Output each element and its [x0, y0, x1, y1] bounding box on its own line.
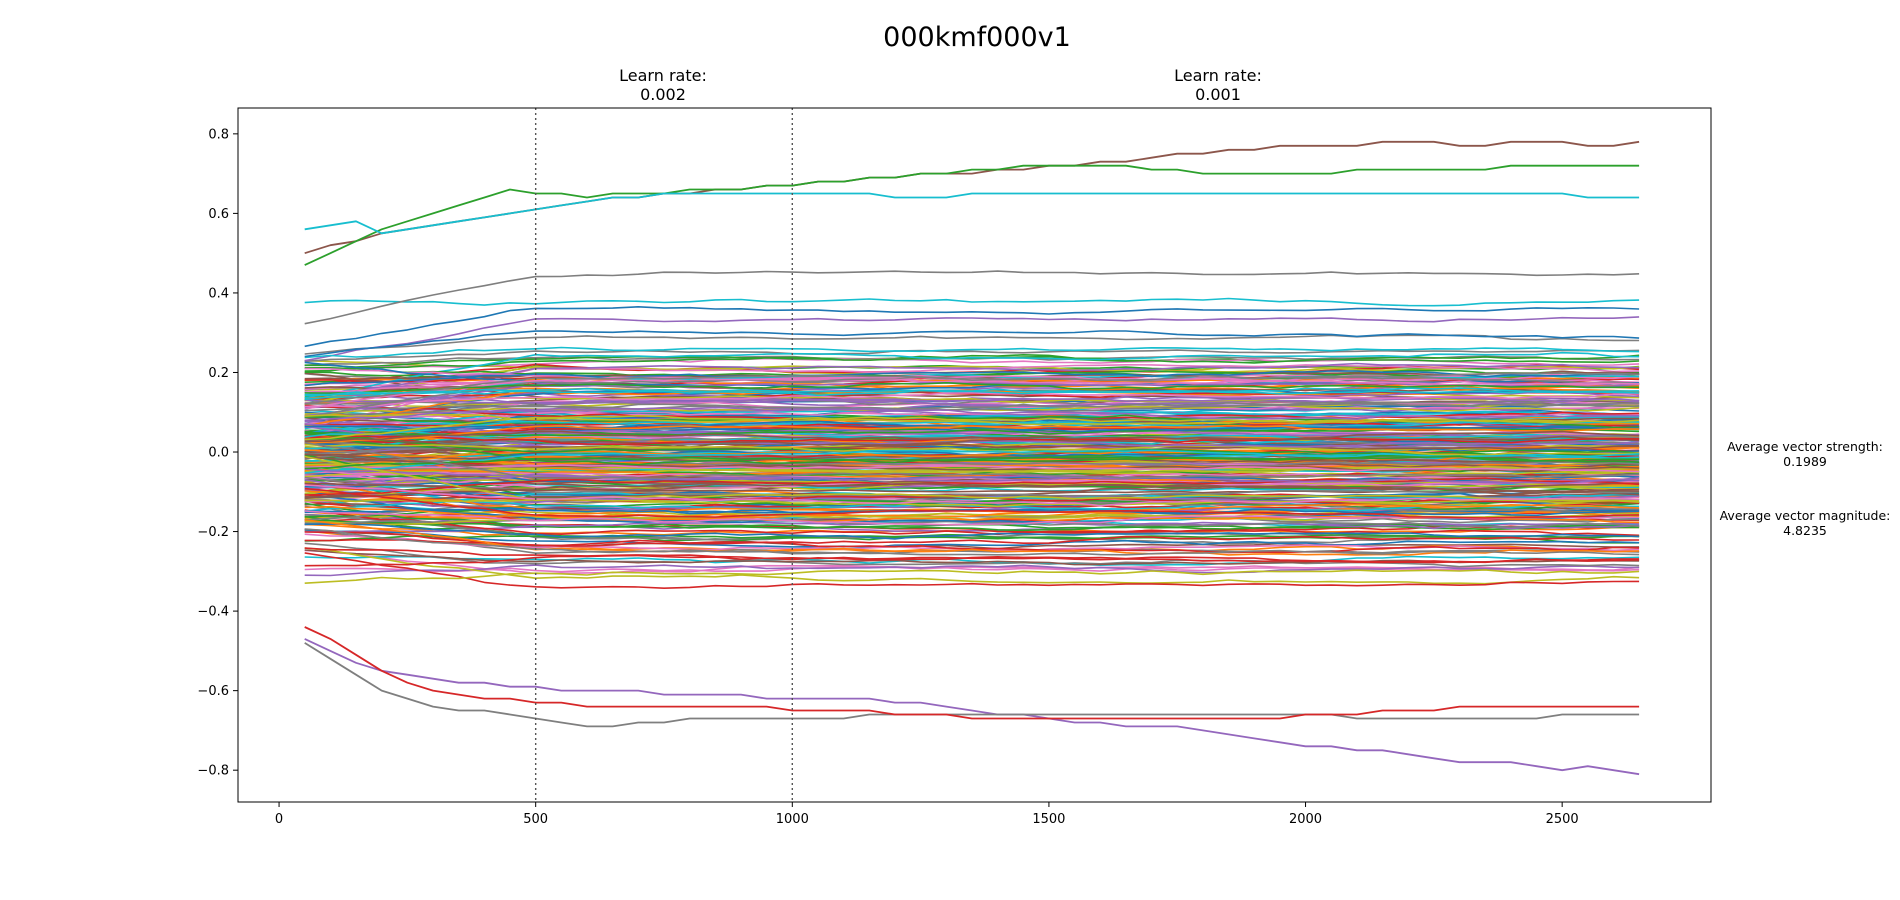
y-tick-label: 0.0 [208, 446, 229, 461]
plot-frame [237, 107, 1712, 803]
series-line [304, 376, 1640, 419]
series-line [304, 509, 1640, 537]
series-line [304, 464, 1640, 473]
avg-strength-value: 0.1989 [1783, 454, 1827, 469]
x-axis: 0 500 1000 1500 2000 2500 [275, 802, 1579, 827]
series-line [304, 415, 1640, 441]
series-line [304, 555, 1640, 566]
series-line [304, 370, 1640, 387]
series-line [304, 554, 1640, 567]
series-line [304, 498, 1640, 508]
series-line [304, 430, 1640, 443]
series-line [304, 140, 1640, 255]
x-tick-label: 500 [523, 812, 548, 827]
series-line [304, 365, 1640, 406]
series-line [304, 297, 1640, 307]
series-line [304, 483, 1640, 500]
series-line [304, 316, 1640, 362]
series-line [304, 638, 1640, 776]
stats-panel: Average vector strength: 0.1989 Average … [1720, 439, 1891, 538]
series-line [304, 270, 1640, 325]
series-line [304, 401, 1640, 412]
series-line [304, 354, 1640, 368]
avg-strength-label: Average vector strength: [1727, 439, 1883, 454]
series-line [304, 473, 1640, 491]
phase-annotation-1: Learn rate: 0.002 [619, 66, 707, 104]
series-line [304, 441, 1640, 480]
series-line [304, 454, 1640, 464]
series-line [304, 642, 1640, 728]
series-line [304, 362, 1640, 396]
avg-magnitude-value: 4.8235 [1783, 523, 1827, 538]
x-tick-label: 0 [275, 812, 283, 827]
series-line [304, 382, 1640, 394]
learn-rate-label: Learn rate: [619, 66, 707, 85]
series-line [304, 523, 1640, 540]
series-line [304, 564, 1640, 577]
y-tick-label: 0.2 [208, 366, 229, 381]
series-line [304, 528, 1640, 555]
series-line [304, 424, 1640, 444]
series-line [304, 306, 1640, 348]
series-line [304, 552, 1640, 589]
series-line [304, 192, 1640, 235]
phase-annotation-2: Learn rate: 0.001 [1174, 66, 1262, 104]
y-tick-label: −0.2 [197, 525, 229, 540]
y-tick-label: −0.8 [197, 764, 229, 779]
series-line [304, 510, 1640, 526]
series-line [304, 477, 1640, 496]
series-line [304, 549, 1640, 575]
series-line [304, 387, 1640, 396]
x-tick-label: 1500 [1032, 812, 1065, 827]
series-line [304, 484, 1640, 507]
learn-rate-value: 0.001 [1195, 85, 1241, 104]
avg-magnitude-label: Average vector magnitude: [1720, 508, 1891, 523]
series-line [304, 547, 1640, 585]
series-line [304, 420, 1640, 438]
series-line [304, 164, 1640, 266]
series-line [304, 351, 1640, 399]
series-line [304, 487, 1640, 519]
learn-rate-label: Learn rate: [1174, 66, 1262, 85]
y-axis: 0.8 0.6 0.4 0.2 0.0 −0.2 −0.4 −0.6 −0.8 [197, 127, 238, 779]
series-line [304, 443, 1640, 456]
series-line [304, 542, 1640, 568]
series-line [304, 392, 1640, 408]
series-line [304, 450, 1640, 491]
series-line [304, 349, 1640, 363]
series-line [304, 531, 1640, 547]
series-layer [304, 140, 1640, 776]
series-line [304, 346, 1640, 359]
y-tick-label: −0.6 [197, 684, 229, 699]
y-tick-label: −0.4 [197, 605, 229, 620]
series-line [304, 374, 1640, 410]
phase-boundary-lines [534, 108, 793, 802]
series-line [304, 468, 1640, 485]
series-line [304, 423, 1640, 437]
chart-title: 000kmf000v1 [883, 22, 1071, 53]
series-line [304, 334, 1640, 355]
x-tick-label: 1000 [776, 812, 809, 827]
series-line [304, 483, 1640, 512]
learn-rate-value: 0.002 [640, 85, 686, 104]
y-tick-label: 0.8 [208, 127, 229, 142]
series-line [304, 330, 1640, 358]
series-line [304, 372, 1640, 405]
series-line [304, 443, 1640, 457]
series-line [304, 529, 1640, 549]
series-line [304, 449, 1640, 474]
x-tick-label: 2000 [1289, 812, 1322, 827]
series-line [304, 528, 1640, 556]
y-tick-label: 0.6 [208, 207, 229, 222]
series-line [304, 455, 1640, 470]
series-line [304, 569, 1640, 584]
series-line [304, 406, 1640, 423]
series-line [304, 626, 1640, 720]
x-tick-label: 2500 [1546, 812, 1579, 827]
y-tick-label: 0.4 [208, 286, 229, 301]
